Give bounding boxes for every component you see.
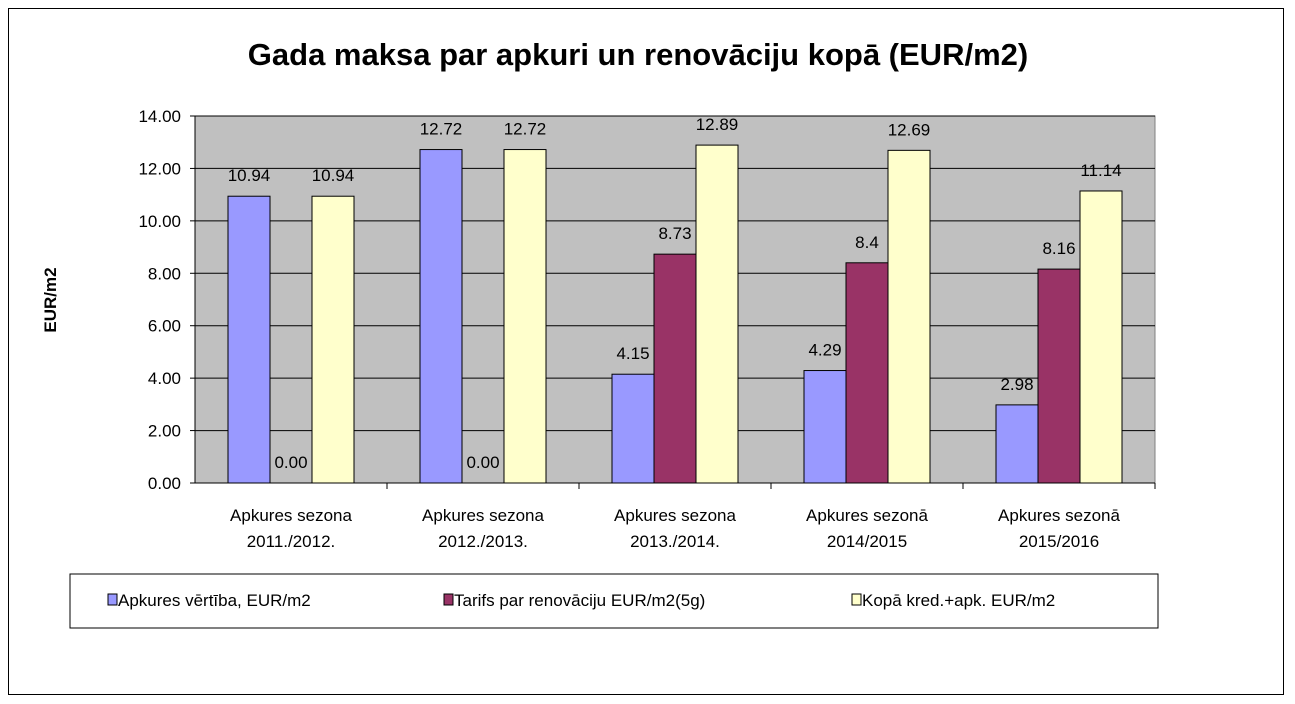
legend-swatch	[107, 593, 118, 606]
y-tick-label: 6.00	[148, 317, 181, 336]
bar	[311, 195, 355, 484]
legend-label: Kopā kred.+apk. EUR/m2	[862, 591, 1055, 610]
data-label: 4.15	[616, 344, 649, 363]
bar	[995, 404, 1039, 484]
data-label: 0.00	[466, 453, 499, 472]
x-tick-label: Apkures sezona	[422, 506, 544, 525]
data-label: 10.94	[312, 166, 355, 185]
data-label: 4.29	[808, 341, 841, 360]
data-label: 11.14	[1080, 161, 1121, 180]
chart-frame	[8, 8, 1284, 695]
bar	[1037, 268, 1081, 484]
bar	[887, 149, 931, 484]
bar	[845, 262, 889, 484]
data-label: 2.98	[1000, 375, 1033, 394]
y-axis-label: EUR/m2	[41, 267, 60, 332]
data-label: 12.72	[504, 120, 547, 139]
x-tick-label: 2015/2016	[1019, 532, 1099, 551]
bar	[803, 370, 847, 484]
x-tick-label: Apkures sezonā	[998, 506, 1120, 525]
data-label: 12.89	[696, 115, 739, 134]
x-tick-label: Apkures sezona	[614, 506, 736, 525]
y-tick-label: 12.00	[138, 159, 181, 178]
y-tick-label: 8.00	[148, 264, 181, 283]
legend-label: Apkures vērtība, EUR/m2	[118, 591, 311, 610]
y-tick-label: 0.00	[148, 474, 181, 493]
legend-swatch	[443, 593, 454, 606]
chart-title: Gada maksa par apkuri un renovāciju kopā…	[248, 37, 1028, 72]
data-label: 8.73	[658, 224, 691, 243]
bar	[695, 144, 739, 484]
y-tick-label: 2.00	[148, 422, 181, 441]
data-label: 12.72	[420, 120, 463, 139]
data-label: 12.69	[888, 120, 931, 139]
bar	[1079, 190, 1123, 484]
bar	[653, 253, 697, 484]
x-tick-label: 2011./2012.	[247, 532, 336, 551]
x-tick-label: Apkures sezonā	[806, 506, 928, 525]
bar	[419, 149, 463, 484]
x-tick-label: 2012./2013.	[438, 532, 528, 551]
bar	[503, 149, 547, 484]
x-tick-label: Apkures sezona	[230, 506, 352, 525]
x-tick-label: 2013./2014.	[630, 532, 720, 551]
x-tick-label: 2014/2015	[827, 532, 907, 551]
legend-label: Tarifs par renovāciju EUR/m2(5g)	[454, 591, 705, 610]
y-tick-label: 14.00	[138, 107, 181, 126]
data-label: 10.94	[228, 166, 271, 185]
data-label: 0.00	[274, 453, 307, 472]
y-tick-label: 10.00	[138, 212, 181, 231]
bar	[611, 373, 655, 484]
legend-swatch	[851, 593, 862, 606]
legend	[69, 573, 1159, 629]
y-tick-label: 4.00	[148, 369, 181, 388]
bar	[227, 195, 271, 484]
data-label: 8.16	[1042, 239, 1075, 258]
data-label: 8.4	[855, 233, 879, 252]
